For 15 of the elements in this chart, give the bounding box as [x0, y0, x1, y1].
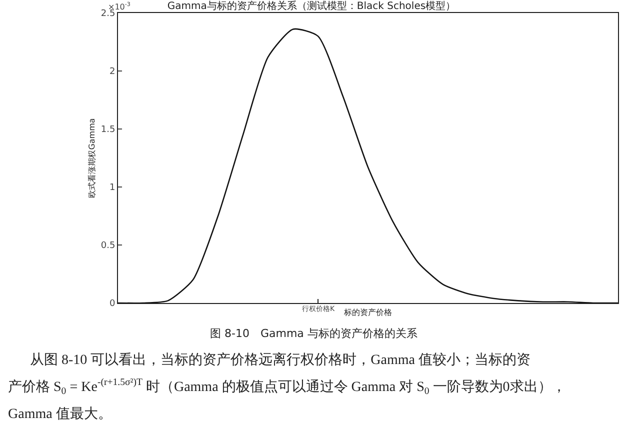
caption: 图 8-10 Gamma 与标的资产价格的关系 [210, 327, 418, 340]
line-series [118, 28, 618, 303]
y-tick-label: 1 [109, 183, 116, 194]
text: 从图 8-10 可以看出，当标的资产价格远离行权价格时，Gamma 值较小；当标的资 [30, 352, 530, 368]
y-tick-label: 2 [109, 67, 116, 78]
x-axis-title: 标的资产价格 [343, 308, 392, 317]
chart-title: Gamma与标的资产价格关系（测试模型：Black Scholes模型） [167, 0, 456, 12]
y-tick-label: 0.5 [100, 241, 116, 252]
y-axis-title: 欧式看涨期权Gamma [88, 118, 97, 198]
y-tick-label: 0 [109, 299, 116, 310]
text: 产价格 S$_{0}$ = Ke$^{-(r+1.5σ²)T}$ 时（Gamma 的极值点可以通过令 Gamma 对 S$_{0}$ 一阶导数为0求出）， [8, 377, 566, 397]
y-tick-label: 2.5 [100, 9, 116, 20]
text: ×10$^{-3}$ [108, 1, 131, 12]
text: Gamma 值最大。 [8, 406, 112, 422]
y-tick-label: 1.5 [100, 125, 116, 136]
